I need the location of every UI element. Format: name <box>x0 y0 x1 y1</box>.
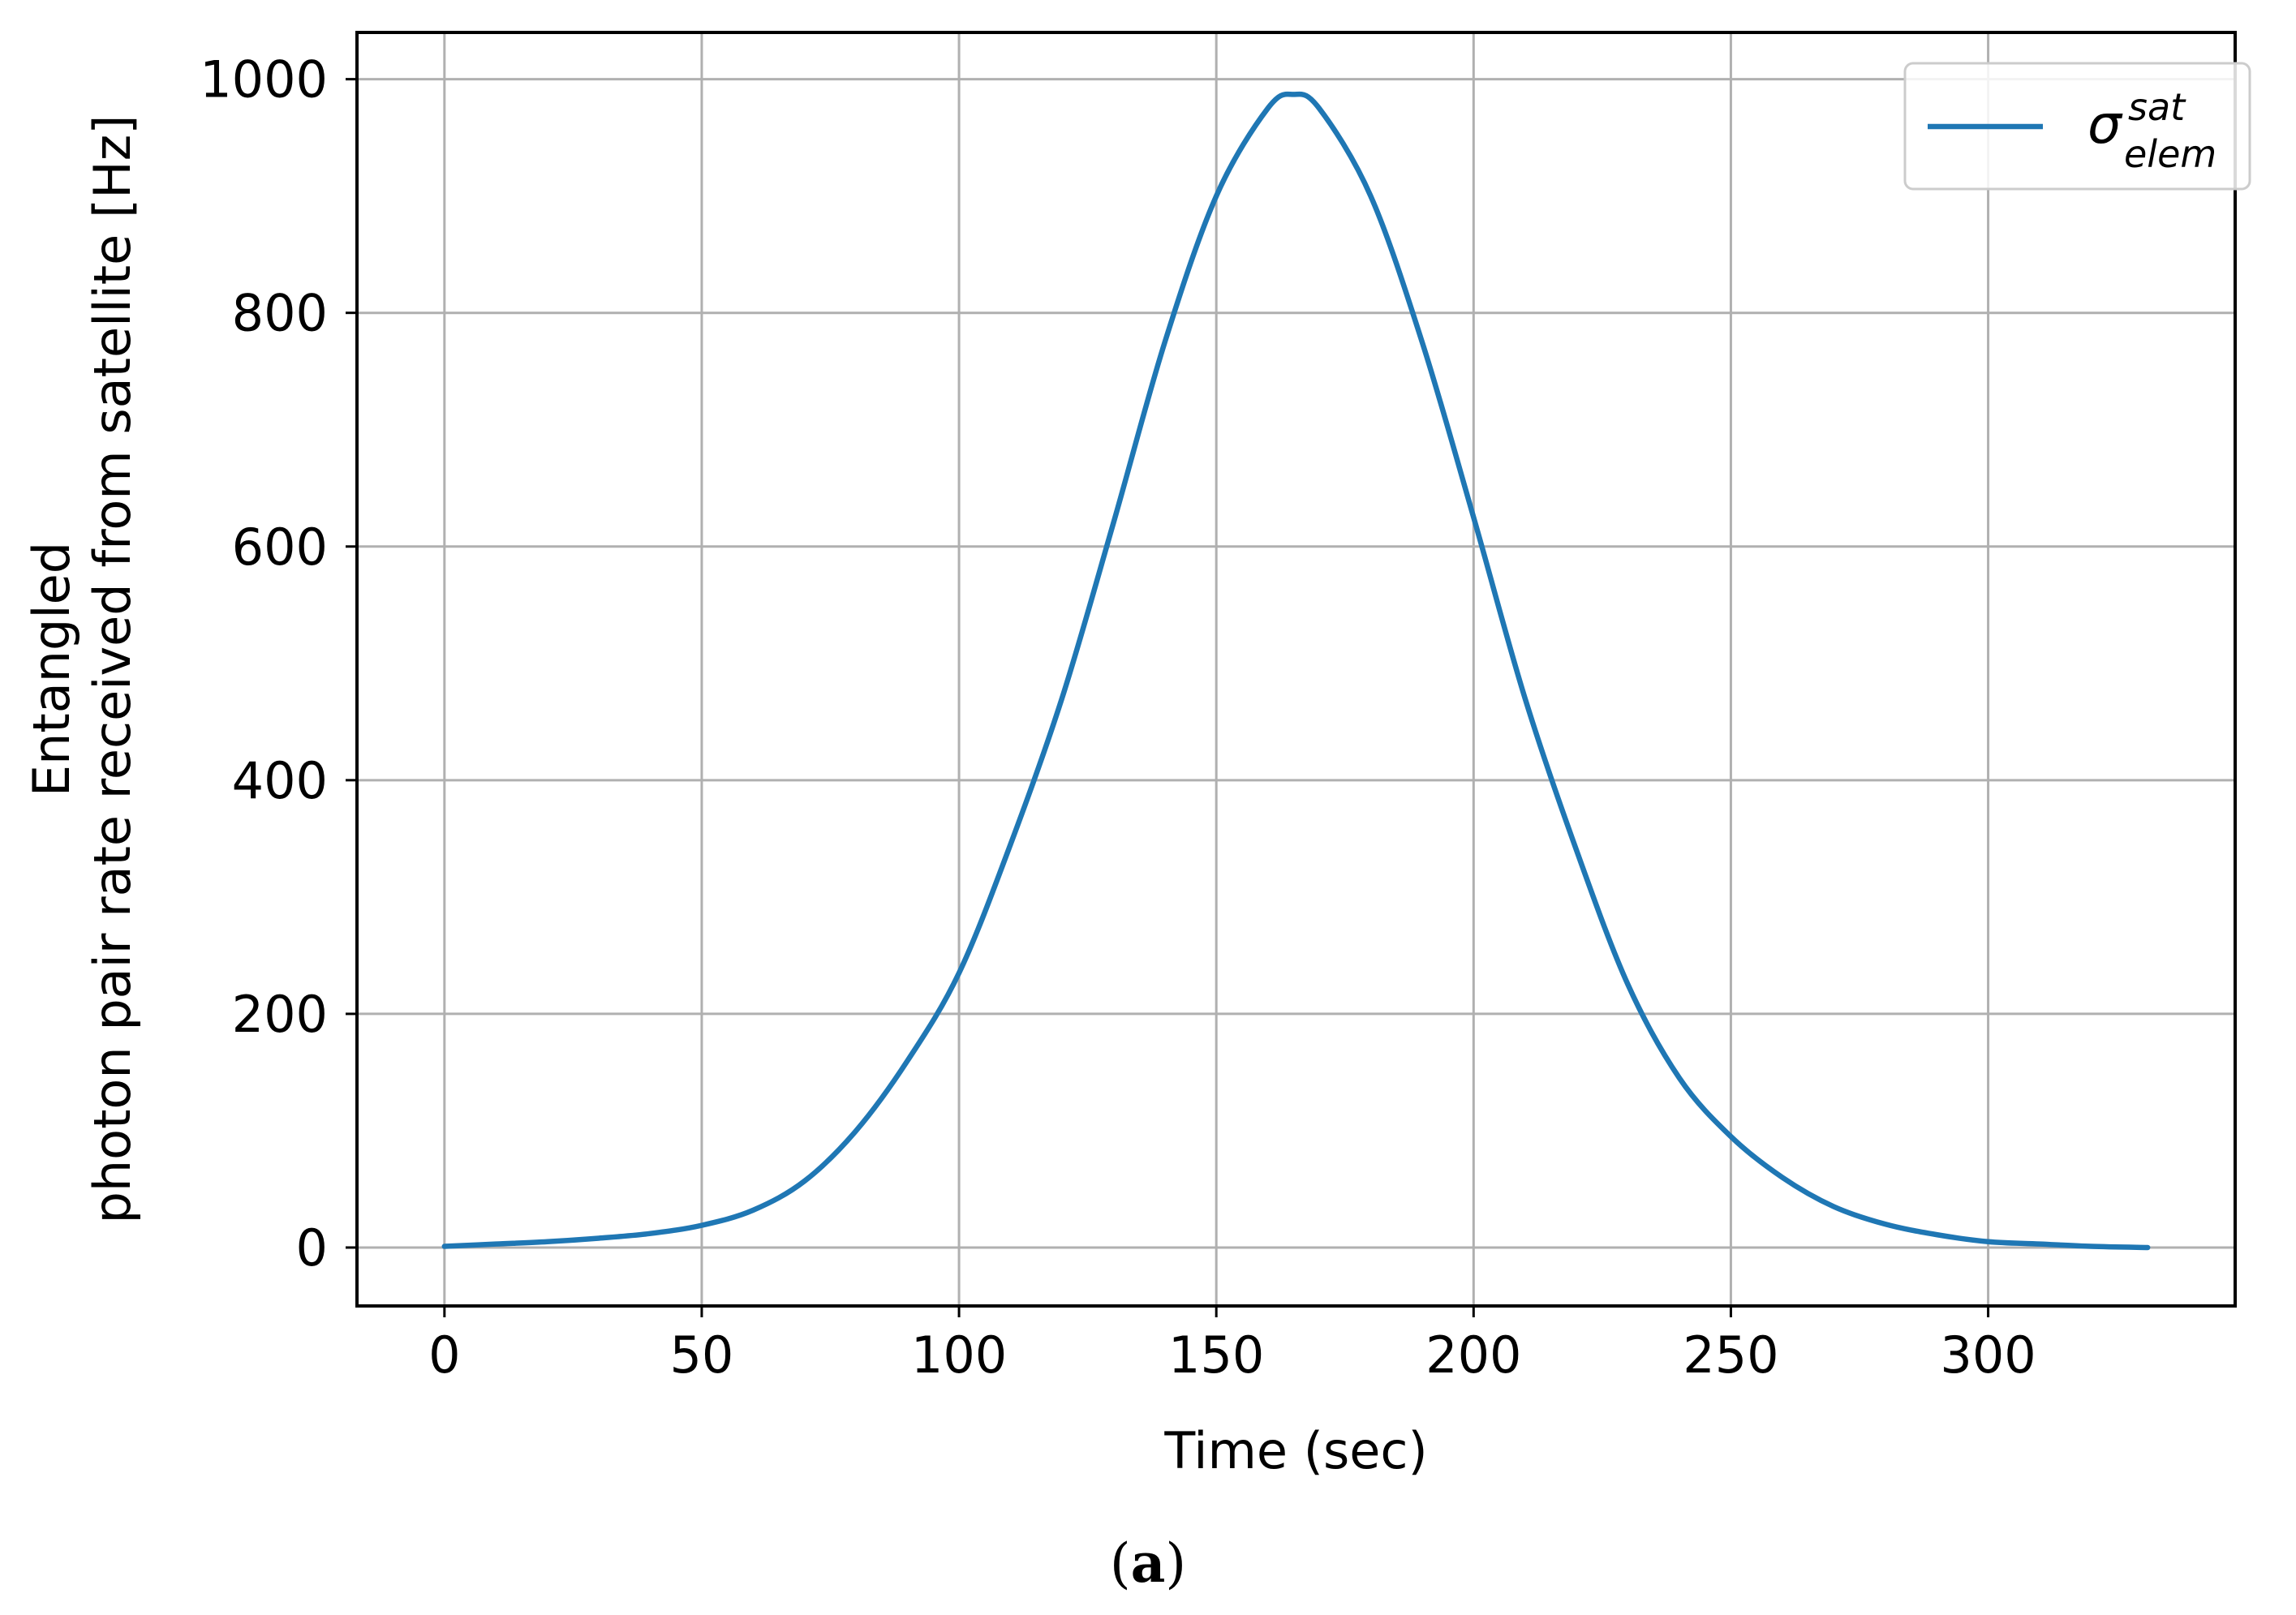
legend-subscript: elem <box>2124 132 2216 176</box>
plot-frame <box>355 31 2237 1308</box>
y-axis-label-line: Entangled <box>22 542 81 797</box>
x-tick-label: 150 <box>1168 1325 1264 1385</box>
legend: σ sat elem <box>1903 62 2251 191</box>
x-tick-label: 200 <box>1425 1325 1521 1385</box>
series-line-0 <box>441 91 2151 1251</box>
series-layer <box>441 91 2151 1251</box>
legend-symbol: σ <box>2087 93 2123 156</box>
y-tick-label: 400 <box>232 751 328 810</box>
y-tick-label: 0 <box>296 1218 328 1278</box>
legend-superscript: sat <box>2128 85 2186 129</box>
y-tick-label: 200 <box>232 985 328 1044</box>
x-tick-label: 250 <box>1683 1325 1778 1385</box>
legend-box <box>1903 62 2251 191</box>
x-tick-label: 100 <box>911 1325 1007 1385</box>
figure-caption: (a) <box>1110 1531 1186 1595</box>
y-axis-label-line: photon pair rate received from satellite… <box>83 115 142 1224</box>
label-layer: Time (sec) Entangled photon pair rate rece… <box>22 115 1428 1481</box>
y-tick-label: 800 <box>232 284 328 343</box>
x-tick-label: 300 <box>1940 1325 2036 1385</box>
tick-layer: 0 50 100 150 200 250 300 0 200 400 600 800 1000 <box>200 50 2036 1385</box>
y-tick-label: 1000 <box>200 50 328 110</box>
x-axis-label: Time (sec) <box>1163 1421 1427 1480</box>
grid-layer <box>357 32 2235 1306</box>
legend-entry-label: σ sat elem <box>2087 85 2216 176</box>
x-tick-label: 0 <box>428 1325 460 1385</box>
y-tick-label: 600 <box>232 518 328 577</box>
x-tick-label: 50 <box>669 1325 733 1385</box>
